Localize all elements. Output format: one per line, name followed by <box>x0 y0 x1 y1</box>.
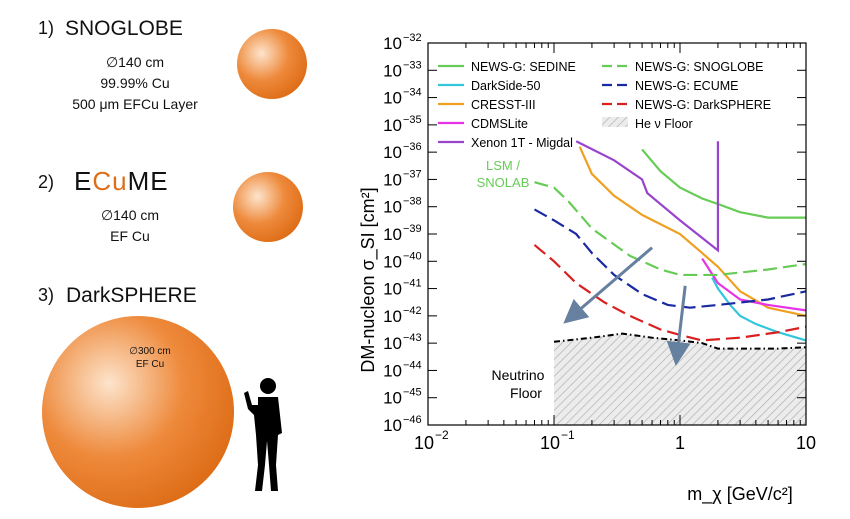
legend-label: NEWS-G: DarkSPHERE <box>635 98 771 112</box>
darksphere-label: ∅300 cm EF Cu <box>110 345 190 371</box>
ecume-title-prefix: E <box>74 166 93 196</box>
legend: NEWS-G: SEDINE DarkSide-50 CRESST-III CDMSL… <box>438 60 771 150</box>
snoglobe-purity: 99.99% Cu <box>100 75 170 91</box>
sensitivity-arrow-2 <box>666 285 691 366</box>
exclusion-chart: 10−3210−3310−3410−3510−3610−3710−3810−39… <box>358 32 816 505</box>
y-tick-label: 10 <box>383 143 402 162</box>
legend-label: DarkSide-50 <box>471 79 541 93</box>
y-tick-exponent: −32 <box>403 32 422 44</box>
y-tick-exponent: −46 <box>403 414 422 426</box>
y-tick-label: 10 <box>383 361 402 380</box>
legend-label: CRESST-III <box>471 98 536 112</box>
y-tick-label: 10 <box>383 416 402 435</box>
y-tick-exponent: −41 <box>403 278 422 290</box>
series-line-news-g-darksphere <box>533 244 806 342</box>
legend-label: NEWS-G: SNOGLOBE <box>635 60 764 74</box>
darksphere-sphere <box>42 316 234 508</box>
y-tick-label: 10 <box>383 170 402 189</box>
series-line-xenon-1t-migdal <box>575 140 720 253</box>
legend-swatch <box>602 117 628 127</box>
annotation-snolab: SNOLAB <box>477 175 530 190</box>
neutrino-floor-fill <box>554 333 806 425</box>
y-tick-label: 10 <box>383 61 402 80</box>
y-tick-label: 10 <box>383 89 402 108</box>
snoglobe-diameter: ∅140 cm <box>105 54 165 70</box>
x-tick-label: 10 <box>796 433 816 453</box>
y-tick-label: 10 <box>383 225 402 244</box>
legend-label: He ν Floor <box>635 117 693 131</box>
darksphere-material: EF Cu <box>135 359 165 370</box>
y-tick-label: 10 <box>383 34 402 53</box>
series-line-cresst-iii <box>578 146 806 317</box>
y-tick-label: 10 <box>383 280 402 299</box>
ecume-title-cu: Cu <box>92 166 128 196</box>
y-tick-label: 10 <box>383 389 402 408</box>
y-tick-exponent: −44 <box>403 359 422 371</box>
y-tick-exponent: −43 <box>403 332 422 344</box>
y-tick-label: 10 <box>383 198 402 217</box>
y-tick-exponent: −33 <box>403 59 422 71</box>
y-tick-exponent: −36 <box>403 141 422 153</box>
x-tick-exponent: −1 <box>561 428 575 442</box>
legend-label: Xenon 1T - Migdal <box>471 136 573 150</box>
snoglobe-title: SNOGLOBE <box>65 17 183 40</box>
y-tick-exponent: −39 <box>403 223 422 235</box>
snoglobe-specs: ∅140 cm 99.99% Cu 500 μm EFCu Layer <box>45 52 225 115</box>
annotation-neutrino: Neutrino <box>492 367 545 383</box>
y-tick-exponent: −35 <box>403 114 422 126</box>
human-silhouette <box>244 378 282 491</box>
ecume-material: EF Cu <box>110 228 150 244</box>
darksphere-diameter: ∅300 cm <box>129 346 171 357</box>
legend-label: CDMSLite <box>471 117 528 131</box>
ecume-sphere <box>233 172 303 242</box>
snoglobe-sphere <box>237 29 307 99</box>
item1-index: 1) <box>38 18 55 38</box>
y-tick-label: 10 <box>383 307 402 326</box>
y-tick-exponent: −34 <box>403 87 422 99</box>
y-axis-label: DM-nucleon σ_SI [cm²] <box>358 187 379 372</box>
y-tick-exponent: −38 <box>403 196 422 208</box>
x-axis-label: m_χ [GeV/c²] <box>687 484 792 505</box>
darksphere-title: DarkSPHERE <box>66 284 197 307</box>
annotation-floor: Floor <box>510 385 542 401</box>
sensitivity-arrow-1 <box>563 246 654 324</box>
y-tick-exponent: −45 <box>403 387 422 399</box>
annotation-lsm: LSM / <box>486 158 520 173</box>
y-tick-exponent: −37 <box>403 168 422 180</box>
series-line-news-g-ecume <box>533 208 806 309</box>
x-tick-label: 1 <box>675 433 685 453</box>
series-group <box>533 140 806 350</box>
axis-ticks: 10−3210−3310−3410−3510−3610−3710−3810−39… <box>383 32 816 453</box>
ecume-diameter: ∅140 cm <box>100 207 160 223</box>
ecume-specs: ∅140 cm EF Cu <box>80 205 180 247</box>
x-tick-label: 10 <box>540 433 560 453</box>
ecume-title: ECuME <box>74 166 169 197</box>
series-line-news-g-sedine <box>641 148 806 219</box>
legend-label: NEWS-G: ECUME <box>635 79 738 93</box>
item2-index: 2) <box>38 172 55 192</box>
y-tick-exponent: −42 <box>403 305 422 317</box>
x-tick-exponent: −2 <box>435 428 449 442</box>
series-line-news-g-snoglobe <box>534 181 806 277</box>
arrow-group <box>563 246 691 366</box>
ecume-title-suffix: ME <box>127 166 169 196</box>
y-tick-label: 10 <box>383 252 402 271</box>
series-line-he-floor <box>553 332 806 350</box>
snoglobe-layer: 500 μm EFCu Layer <box>72 96 198 112</box>
y-tick-label: 10 <box>383 334 402 353</box>
legend-label: NEWS-G: SEDINE <box>471 60 576 74</box>
y-tick-exponent: −40 <box>403 250 422 262</box>
y-tick-label: 10 <box>383 116 402 135</box>
x-tick-label: 10 <box>414 433 434 453</box>
item3-index: 3) <box>38 285 55 305</box>
y-axis-label-text: DM-nucleon σ_SI [cm²] <box>358 187 379 372</box>
neutrino-floor-region <box>554 333 806 425</box>
